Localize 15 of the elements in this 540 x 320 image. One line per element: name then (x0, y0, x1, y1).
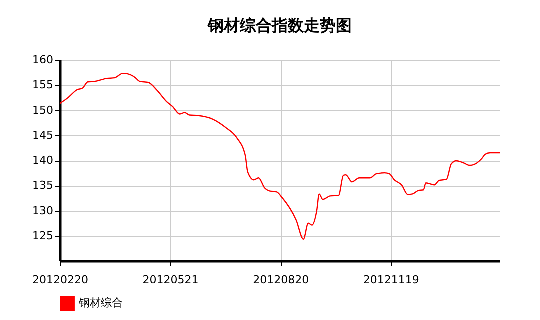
y-tick-label: 155 (32, 78, 54, 92)
y-tick-label: 145 (32, 128, 54, 142)
y-tick-label: 140 (32, 154, 54, 167)
x-tick-label: 20120521 (142, 274, 199, 286)
x-tick-label: 20120820 (253, 274, 310, 286)
legend-label: 钢材综合 (78, 296, 123, 310)
x-tick-label: 20120220 (32, 274, 88, 286)
y-tick-label: 130 (32, 204, 54, 218)
line-series (59, 72, 501, 240)
x-tick-label: 20121119 (363, 274, 420, 286)
y-tick-label: 135 (32, 179, 54, 192)
y-tick-label: 150 (32, 104, 54, 117)
chart-title: 钢材综合指数走势图 (207, 16, 352, 35)
y-tick-label: 125 (32, 229, 54, 242)
y-tick-label: 160 (32, 54, 54, 66)
